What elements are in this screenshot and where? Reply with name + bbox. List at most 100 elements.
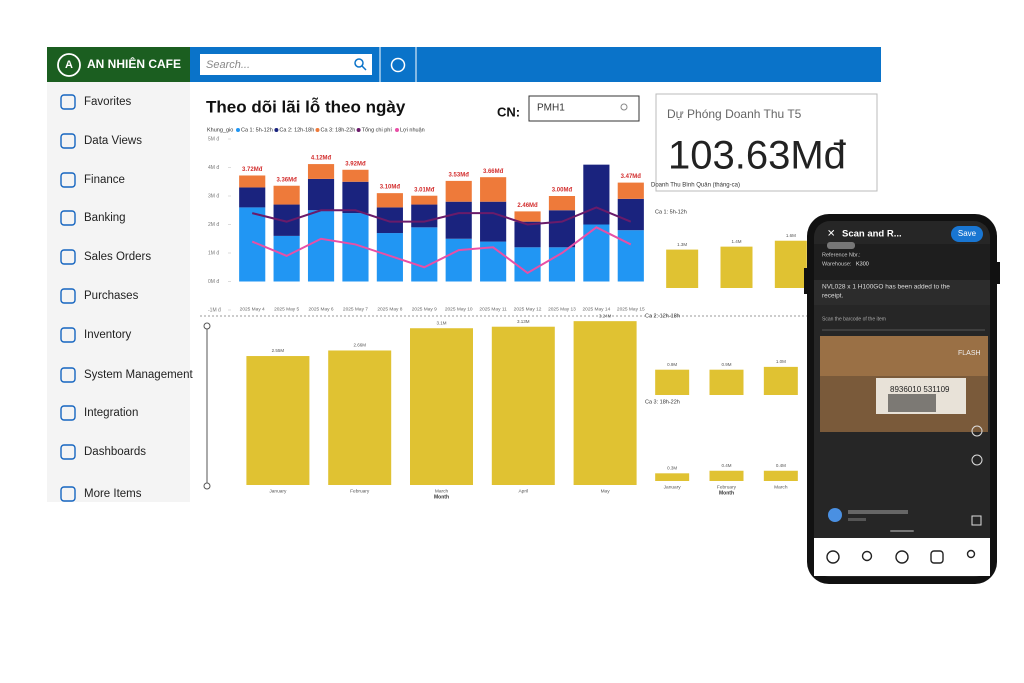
value-label: 0.9M bbox=[721, 362, 731, 367]
nav-add[interactable] bbox=[895, 550, 909, 564]
nav-item[interactable]: More Items bbox=[84, 488, 142, 500]
bar bbox=[666, 249, 699, 288]
bar-segment bbox=[273, 235, 300, 282]
save-label: Save bbox=[958, 229, 977, 238]
search-box[interactable] bbox=[200, 54, 372, 75]
kpi-title: Dự Phóng Doanh Thu T5 bbox=[667, 107, 802, 121]
bar-segment bbox=[376, 233, 403, 282]
bar-segment bbox=[617, 230, 644, 282]
bar bbox=[655, 473, 690, 481]
y-tick-label: 0M đ bbox=[208, 279, 219, 285]
nav-item[interactable]: System Management bbox=[84, 369, 193, 381]
nav-home[interactable] bbox=[826, 550, 840, 564]
nav-item[interactable]: Finance bbox=[84, 174, 125, 186]
reference-label: Reference Nbr.: bbox=[822, 252, 861, 258]
total-label: 2.46Mđ bbox=[517, 203, 538, 209]
bar-segment bbox=[273, 185, 300, 205]
phone-button bbox=[804, 268, 807, 294]
warehouse-value: K300 bbox=[856, 261, 869, 267]
bar-segment bbox=[376, 207, 403, 234]
nav-item[interactable]: Purchases bbox=[84, 290, 139, 302]
line-series bbox=[251, 206, 632, 226]
bar bbox=[709, 369, 744, 395]
icon-like[interactable] bbox=[971, 425, 983, 437]
nav-item[interactable]: Data Views bbox=[84, 135, 142, 147]
bar-segment bbox=[445, 180, 472, 202]
nav-icon bbox=[60, 327, 76, 343]
nav-icon bbox=[60, 249, 76, 265]
placeholder-bar bbox=[848, 518, 866, 521]
nav-icon bbox=[60, 133, 76, 149]
legend-label: Ca 1: 5h-12h bbox=[241, 127, 273, 133]
bar bbox=[774, 240, 807, 288]
bar bbox=[655, 369, 690, 395]
value-label: 1.6M bbox=[786, 233, 796, 238]
nav-item[interactable]: Integration bbox=[84, 407, 138, 419]
x-tick-label: 2025 May 7 bbox=[343, 306, 368, 312]
nav-profile[interactable] bbox=[966, 549, 976, 559]
bar-segment bbox=[239, 187, 266, 208]
scan-hint: Scan the barcode of the item bbox=[822, 316, 886, 322]
nav-item[interactable]: Inventory bbox=[84, 329, 132, 341]
legend-label: Lợi nhuận bbox=[400, 127, 425, 133]
flash[interactable]: FLASH bbox=[958, 350, 981, 357]
camera-label bbox=[820, 336, 988, 376]
chart-title: Doanh Thu Bình Quân (tháng-ca) bbox=[651, 183, 740, 189]
x-tick-label: March bbox=[774, 484, 788, 490]
x-tick-label: May bbox=[601, 488, 611, 494]
value-label: 2.66M bbox=[353, 343, 366, 348]
close-icon[interactable]: ✕ bbox=[827, 229, 835, 240]
bar-segment bbox=[239, 175, 266, 188]
slider-handle[interactable] bbox=[203, 482, 211, 490]
bar-segment bbox=[307, 164, 335, 179]
nav-item[interactable]: Dashboards bbox=[84, 446, 146, 458]
value-label: 1.0M bbox=[776, 359, 786, 364]
total-label: 3.47Mđ bbox=[621, 174, 642, 180]
nav-item[interactable]: Banking bbox=[84, 212, 126, 224]
branch-select[interactable] bbox=[528, 95, 640, 122]
branch-value: PMH1 bbox=[537, 103, 565, 114]
search-placeholder: Search... bbox=[206, 59, 250, 71]
message: receipt. bbox=[822, 293, 844, 300]
search-icon bbox=[354, 58, 364, 68]
phone-button bbox=[997, 262, 1000, 284]
legend-label: Ca 2: 12h-18h bbox=[279, 127, 314, 133]
x-tick-label: 2025 May 13 bbox=[548, 306, 576, 312]
kpi-value: 103.63Mđ bbox=[668, 134, 847, 178]
save-button[interactable] bbox=[951, 226, 983, 242]
icon-save[interactable] bbox=[971, 515, 982, 526]
x-tick-label: 2025 May 15 bbox=[617, 306, 645, 312]
placeholder-bar bbox=[848, 510, 908, 514]
sidebar bbox=[47, 82, 190, 502]
bar bbox=[763, 366, 798, 395]
bar-segment bbox=[376, 193, 403, 208]
slider-handle[interactable] bbox=[203, 322, 211, 330]
value-label: 0.3M bbox=[667, 466, 677, 471]
bar-segment bbox=[411, 227, 438, 282]
x-tick-label: 2025 May 4 bbox=[240, 306, 265, 312]
icon-comment[interactable] bbox=[971, 454, 983, 466]
x-tick-label: February bbox=[350, 488, 370, 494]
bar-segment bbox=[548, 210, 576, 248]
nav-reels[interactable] bbox=[930, 550, 944, 564]
line-series bbox=[251, 226, 632, 275]
phone-title: Scan and R... bbox=[842, 229, 902, 240]
bar-segment bbox=[411, 204, 438, 228]
nav-item[interactable]: Favorites bbox=[84, 96, 132, 108]
bar bbox=[763, 470, 798, 481]
history-button[interactable] bbox=[390, 57, 406, 73]
nav-search[interactable] bbox=[861, 550, 873, 562]
total-label: 3.92Mđ bbox=[345, 161, 366, 167]
bar-segment bbox=[480, 177, 507, 202]
nav-icon bbox=[60, 444, 76, 460]
y-tick-label: 2M đ bbox=[208, 222, 219, 228]
bar-segment bbox=[583, 164, 610, 225]
nav-icon bbox=[60, 367, 76, 383]
x-tick-label: January bbox=[269, 488, 287, 494]
total-label: 3.66Mđ bbox=[483, 169, 504, 175]
legend-title: Khung_gio bbox=[207, 127, 233, 133]
placeholder-bar bbox=[827, 242, 855, 249]
nav-item[interactable]: Sales Orders bbox=[84, 251, 151, 263]
logo bbox=[57, 53, 81, 77]
value-label: 0.4M bbox=[721, 463, 731, 468]
